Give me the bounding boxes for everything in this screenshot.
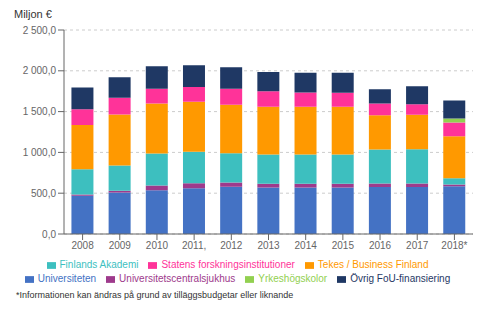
html-text:Miljon €: Miljon € xyxy=(14,8,52,20)
html-text:*Informationen kan ändras på g: *Informationen kan ändras på grund av ti… xyxy=(16,290,294,300)
svg-text:2008: 2008 xyxy=(71,240,94,251)
svg-text:2010: 2010 xyxy=(146,240,169,251)
svg-text:2016: 2016 xyxy=(369,240,392,251)
svg-text:2011,: 2011, xyxy=(182,240,206,251)
html-text:Universiteten: Universiteten xyxy=(37,273,97,284)
html-text:Tekes / Business Finland: Tekes / Business Finland xyxy=(317,259,429,270)
svg-text:0,0: 0,0 xyxy=(42,229,56,240)
svg-text:2018*: 2018* xyxy=(441,240,467,251)
html-text:Statens forskningsinstitutione: Statens forskningsinstitutioner xyxy=(161,259,295,270)
svg-text:2012: 2012 xyxy=(220,240,243,251)
html-text:Finlands Akademi: Finlands Akademi xyxy=(59,259,139,270)
html-text:Övrig FoU-finansiering: Övrig FoU-finansiering xyxy=(350,273,451,284)
svg-text:500,0: 500,0 xyxy=(31,188,56,199)
svg-text:2014: 2014 xyxy=(295,240,318,251)
svg-text:2013: 2013 xyxy=(257,240,280,251)
svg-text:2 000,0: 2 000,0 xyxy=(23,65,57,76)
svg-text:1 500,0: 1 500,0 xyxy=(23,106,57,117)
svg-text:2015: 2015 xyxy=(332,240,355,251)
html-text:Yrkeshögskolor: Yrkeshögskolor xyxy=(258,273,328,284)
html-text:Universitetscentralsjukhus: Universitetscentralsjukhus xyxy=(119,273,236,284)
svg-text:1 000,0: 1 000,0 xyxy=(23,147,57,158)
svg-text:2017: 2017 xyxy=(406,240,429,251)
svg-text:2009: 2009 xyxy=(109,240,132,251)
svg-text:2 500,0: 2 500,0 xyxy=(23,25,57,36)
